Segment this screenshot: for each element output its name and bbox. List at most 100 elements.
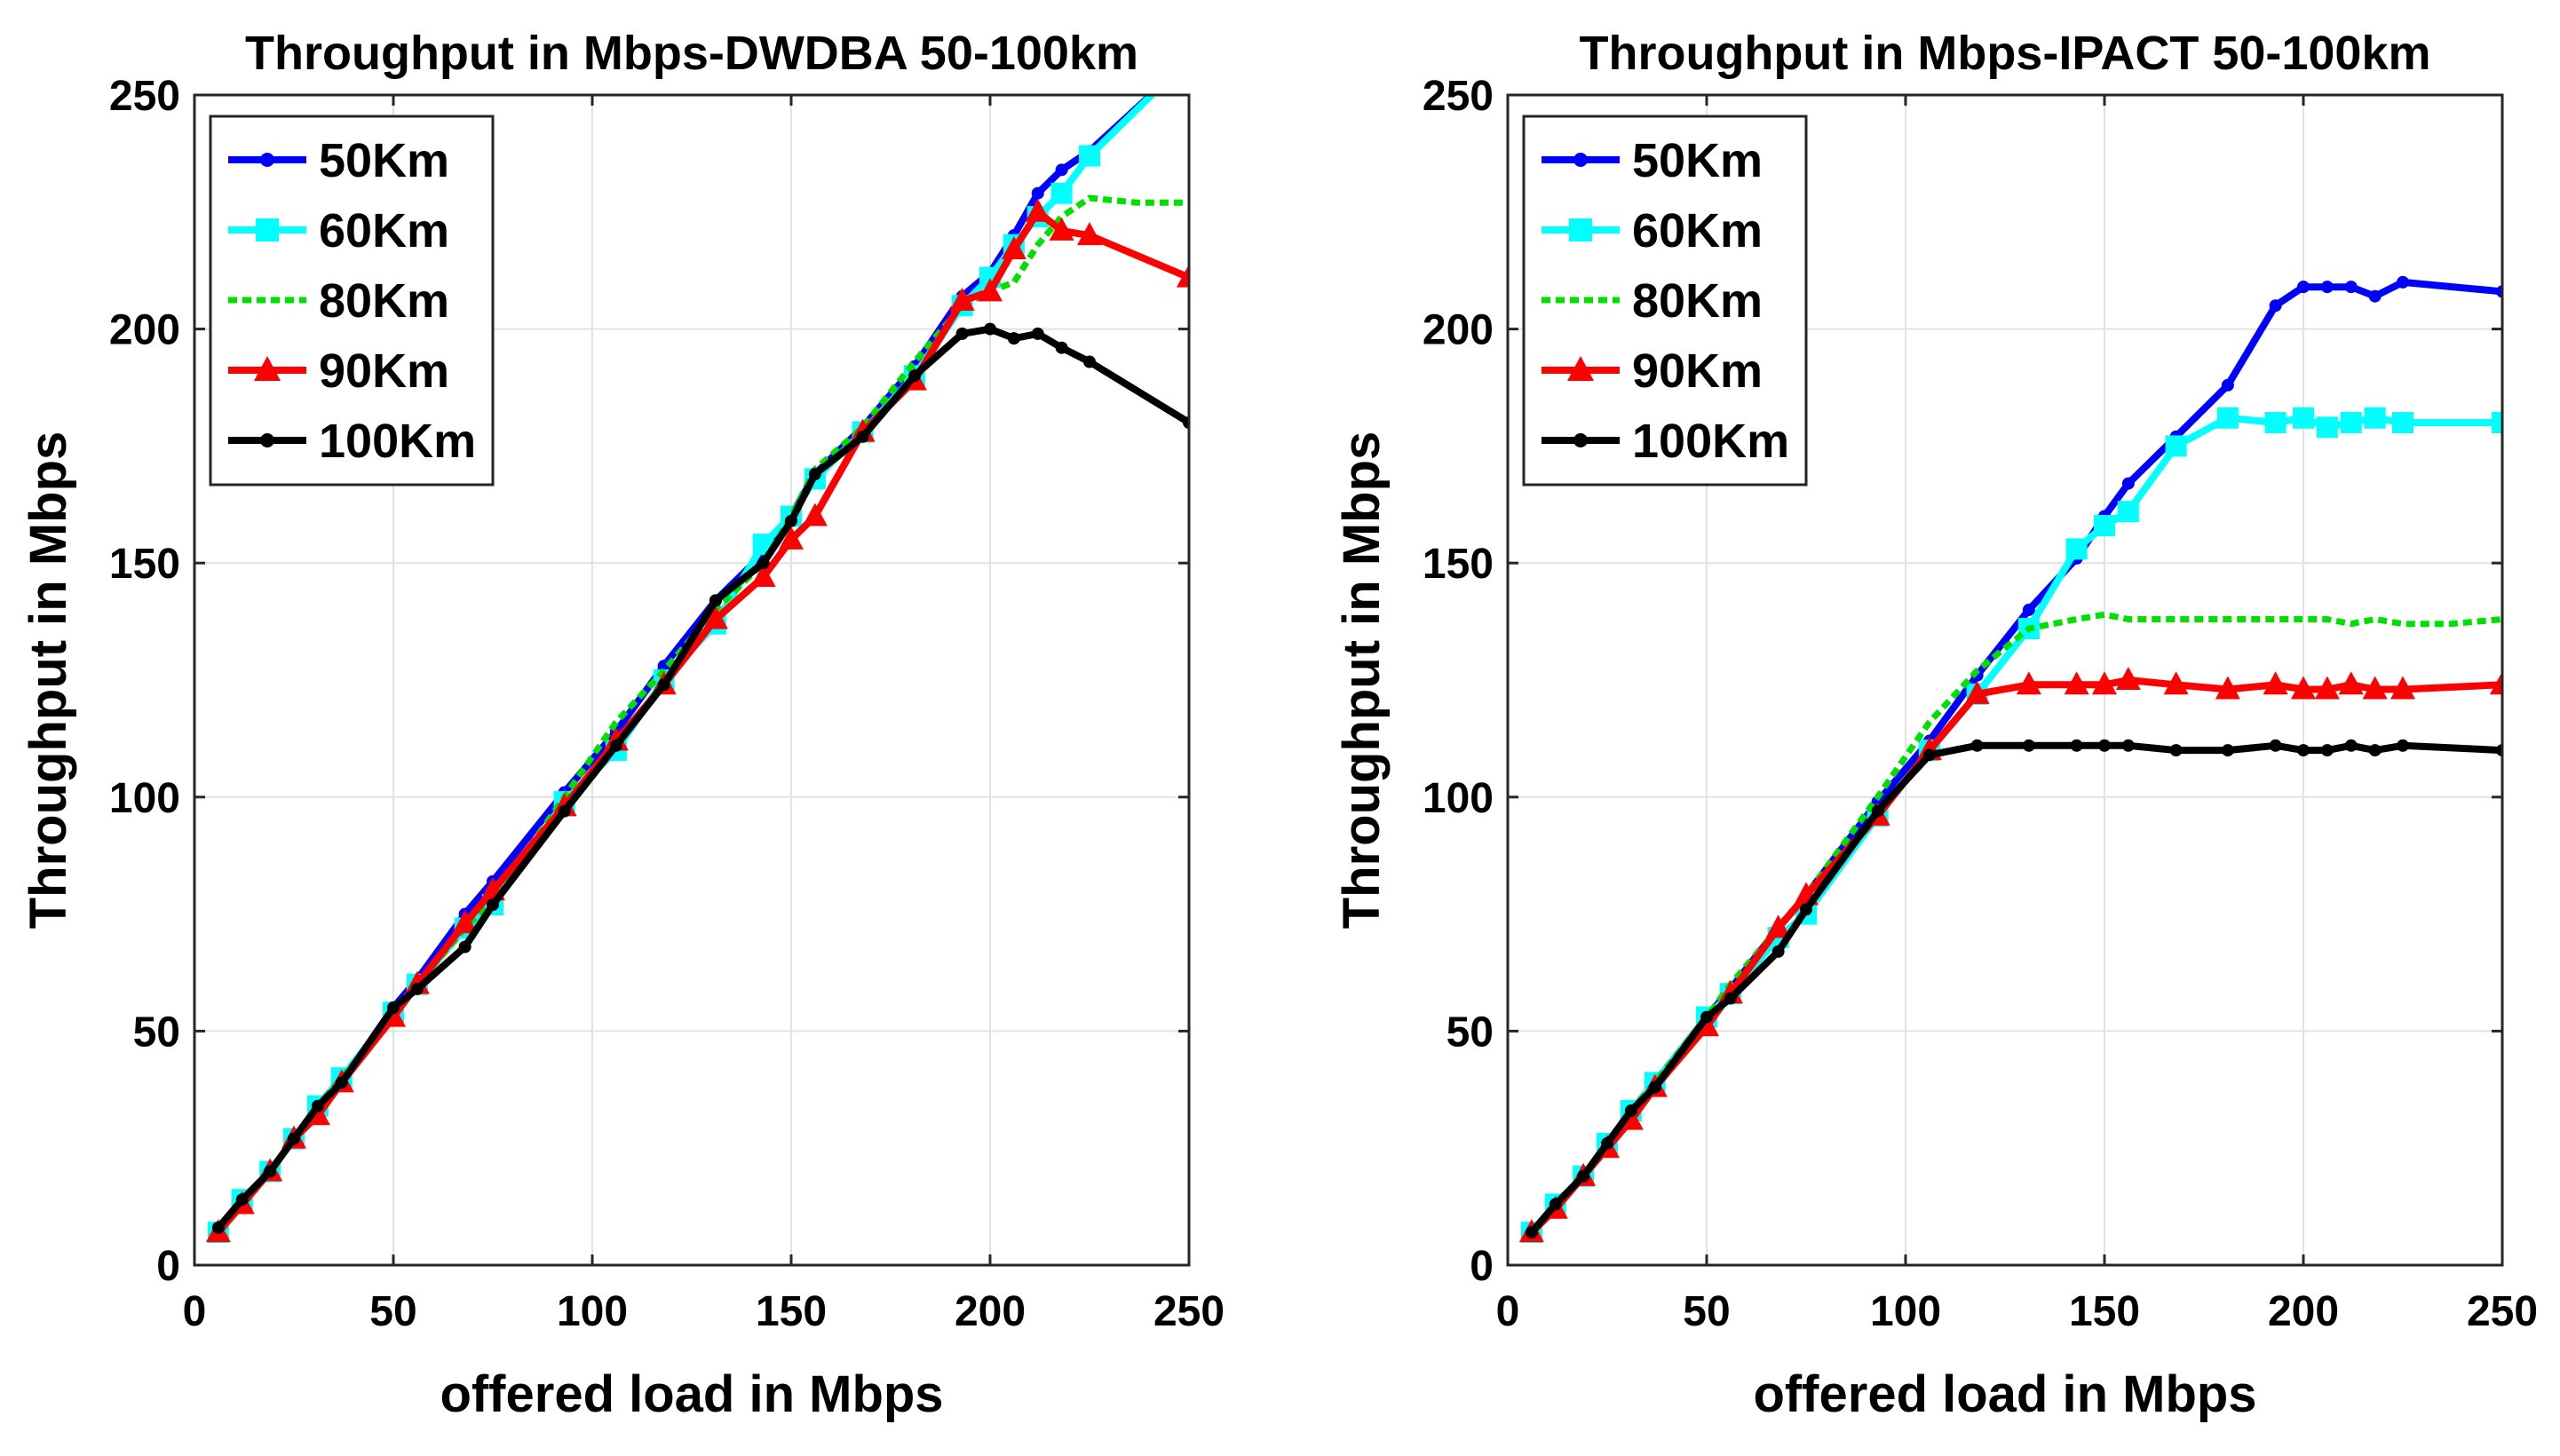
data-point — [2163, 671, 2189, 695]
y-axis-title: Throughput in Mbps — [20, 431, 77, 930]
data-point — [1177, 264, 1189, 288]
legend-label: 60Km — [319, 204, 449, 257]
x-tick-label: 150 — [2069, 1288, 2140, 1335]
x-tick-label: 100 — [557, 1288, 628, 1335]
legend-marker — [1573, 153, 1588, 167]
x-tick-label: 0 — [1496, 1288, 1520, 1335]
data-point — [2169, 744, 2183, 757]
legend-marker — [260, 433, 274, 447]
data-point — [2397, 739, 2409, 752]
legend-label: 90Km — [319, 344, 449, 398]
data-point — [2221, 744, 2234, 757]
data-point — [404, 970, 430, 994]
data-point — [1055, 341, 1068, 354]
data-point — [1025, 198, 1050, 222]
data-point — [2390, 676, 2415, 700]
data-point — [335, 1076, 348, 1089]
data-point — [264, 1165, 277, 1178]
data-point — [2016, 671, 2041, 695]
data-point — [2092, 671, 2117, 695]
legend-label: 80Km — [1632, 274, 1763, 328]
data-point — [452, 910, 478, 934]
data-point — [1724, 992, 1737, 1005]
data-point — [2098, 739, 2111, 752]
chart-title: Throughput in Mbps-DWDBA 50-100km — [245, 27, 1138, 80]
legend: 50Km 60Km 80Km 90Km 100Km — [209, 115, 495, 487]
chart-title: Throughput in Mbps-IPACT 50-100km — [1579, 27, 2430, 80]
data-point — [2022, 603, 2035, 616]
data-point — [757, 557, 770, 570]
data-point — [1700, 1010, 1713, 1024]
data-point — [1083, 355, 1096, 368]
data-point — [2320, 281, 2334, 294]
legend-marker — [1569, 218, 1592, 241]
data-point — [1150, 95, 1172, 97]
data-point — [1765, 914, 1791, 938]
data-point — [311, 1099, 324, 1112]
data-point — [2392, 412, 2413, 434]
data-point — [2364, 407, 2386, 429]
data-point — [609, 739, 622, 752]
data-point — [1031, 327, 1044, 340]
y-tick-label: 50 — [1446, 1009, 1494, 1056]
legend-label: 80Km — [319, 274, 449, 328]
legend-marker — [254, 356, 281, 381]
data-point — [2316, 416, 2338, 439]
data-point — [709, 594, 722, 607]
y-axis-title: Throughput in Mbps — [1333, 431, 1391, 930]
data-point — [2297, 744, 2310, 757]
x-axis-title: offered load in Mbps — [1753, 1365, 2256, 1423]
chart-ipact: 0 50 100 150 200 250 0 50 100 150 200 250 Throughput… — [1333, 27, 2538, 1423]
data-point — [1525, 1226, 1538, 1239]
y-tick-label: 200 — [1423, 307, 1494, 354]
data-point — [1771, 945, 1785, 958]
y-tick-label: 250 — [109, 73, 180, 120]
x-tick-label: 150 — [756, 1288, 827, 1335]
x-axis-title: offered load in Mbps — [440, 1365, 943, 1423]
series-line-80Km — [1529, 611, 2502, 1235]
data-point — [2314, 676, 2340, 700]
y-tick-label: 0 — [156, 1243, 180, 1290]
y-tick-label: 50 — [133, 1009, 180, 1056]
data-point — [2496, 285, 2502, 298]
legend-label: 50Km — [319, 134, 449, 187]
data-point — [2368, 744, 2382, 757]
legend: 50Km 60Km 80Km 90Km 100Km — [1522, 115, 1808, 487]
data-point — [410, 982, 424, 995]
data-point — [288, 1132, 300, 1145]
data-point — [387, 1001, 400, 1015]
x-tick-label: 200 — [2268, 1288, 2339, 1335]
data-point — [458, 940, 472, 954]
legend-marker — [1573, 433, 1588, 447]
data-point — [2492, 412, 2502, 434]
data-point — [1922, 748, 1936, 762]
axes-box — [193, 93, 1191, 1267]
data-point — [850, 418, 876, 442]
data-point — [2022, 739, 2035, 752]
data-point — [984, 322, 996, 336]
data-point — [487, 898, 499, 912]
data-point — [2344, 739, 2358, 752]
x-tick-label: 100 — [1870, 1288, 1941, 1335]
data-point — [2065, 538, 2088, 560]
chart-dwdba: 0 50 100 150 200 250 0 50 100 150 200 250 Throughput… — [20, 27, 1225, 1423]
data-point — [1007, 332, 1020, 345]
data-point — [657, 678, 670, 692]
y-tick-label: 200 — [109, 307, 180, 354]
data-point — [2293, 407, 2314, 429]
y-tick-label: 100 — [1423, 775, 1494, 822]
data-point — [1624, 1104, 1637, 1118]
data-point — [2064, 671, 2089, 695]
data-point — [1800, 903, 1812, 916]
y-tick-label: 150 — [1423, 541, 1494, 588]
y-tick-label: 0 — [1470, 1243, 1494, 1290]
series-group — [1518, 275, 2502, 1244]
data-point — [1970, 739, 1984, 752]
data-point — [2117, 501, 2139, 523]
data-point — [2362, 676, 2388, 700]
data-point — [1601, 1136, 1613, 1150]
data-point — [551, 793, 577, 817]
data-point — [2121, 739, 2135, 752]
x-tick-label: 0 — [183, 1288, 207, 1335]
